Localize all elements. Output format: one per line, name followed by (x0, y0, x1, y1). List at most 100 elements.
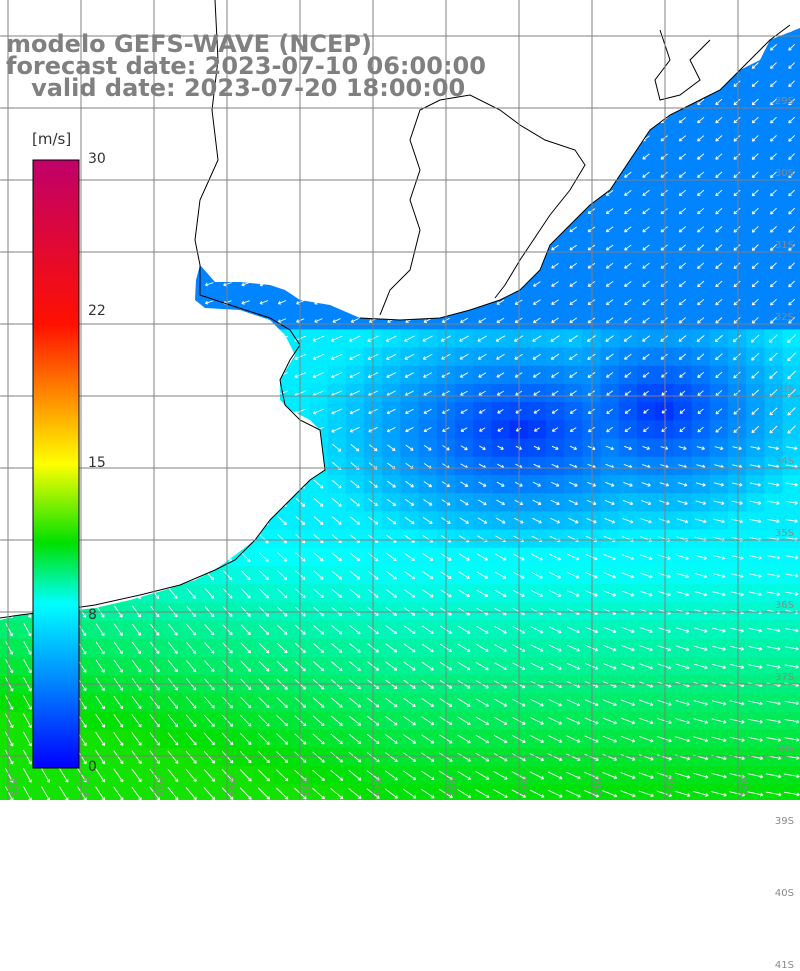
lon-label: 59W (229, 775, 239, 796)
wind-arrow (678, 280, 687, 288)
wind-arrow (548, 644, 562, 652)
wind-arrow (458, 643, 471, 652)
wind-arrow (770, 153, 777, 160)
wind-arrow (788, 298, 796, 306)
wind-arrow (405, 480, 414, 488)
wind-arrow (656, 772, 673, 779)
wind-arrow (621, 645, 635, 652)
wind-arrow (678, 262, 687, 269)
wind-arrow (566, 717, 581, 725)
wind-arrow (678, 171, 687, 178)
wind-arrow (788, 44, 796, 51)
wind-arrow (203, 696, 215, 709)
wind-arrow (678, 335, 687, 342)
wind-arrow (331, 552, 342, 562)
wind-arrow (679, 390, 686, 396)
wind-arrow (529, 735, 544, 743)
wind-arrow (767, 573, 781, 578)
wind-arrow (330, 353, 343, 360)
wind-arrow (420, 788, 435, 799)
wind-arrow (678, 189, 687, 197)
wind-arrow (569, 317, 578, 324)
wind-arrow (529, 771, 545, 780)
wind-arrow (733, 408, 741, 415)
wind-arrow (620, 699, 636, 707)
wind-arrow (529, 753, 545, 762)
wind-arrow (569, 408, 577, 414)
wind-arrow (476, 571, 489, 579)
wind-arrow (638, 754, 654, 761)
wind-arrow (603, 626, 617, 634)
wind-arrow (167, 732, 179, 746)
wind-arrow (604, 499, 615, 506)
wind-arrow (421, 643, 434, 653)
wind-arrow (423, 444, 432, 451)
wind-arrow (4, 713, 14, 729)
wind-arrow (277, 570, 288, 581)
wind-arrow (733, 317, 741, 324)
wind-arrow (475, 734, 490, 744)
wind-arrow (642, 446, 651, 451)
wind-arrow (59, 768, 69, 783)
wind-arrow (624, 408, 631, 414)
lat-label: 38S (774, 744, 794, 755)
wind-arrow (494, 662, 508, 671)
wind-arrow (479, 427, 486, 432)
wind-arrow (715, 317, 723, 324)
wind-arrow (733, 116, 741, 124)
wind-arrow (604, 518, 616, 524)
wind-arrow (766, 700, 781, 706)
wind-arrow (639, 572, 653, 579)
wind-arrow (204, 587, 215, 599)
wind-arrow (715, 426, 723, 433)
lagoon (654, 29, 711, 101)
wind-arrow (113, 695, 124, 710)
wind-arrow (568, 353, 578, 360)
wind-arrow (657, 627, 672, 633)
wind-arrow (712, 645, 726, 651)
wind-arrow (624, 226, 632, 233)
wind-arrow (531, 553, 543, 561)
lat-label: 32S (774, 312, 794, 323)
wind-arrow (657, 645, 672, 652)
wind-arrow (497, 445, 504, 450)
wind-arrow (788, 153, 796, 160)
wind-arrow (568, 335, 578, 342)
wind-arrow (751, 207, 759, 215)
wind-arrow (729, 773, 745, 779)
wind-arrow (641, 482, 651, 487)
wind-arrow (95, 659, 105, 673)
wind-arrow (788, 226, 796, 233)
wind-arrow (241, 300, 250, 305)
wind-arrow (423, 499, 433, 506)
wind-arrow (95, 713, 105, 728)
wind-arrow (693, 700, 709, 706)
wind-arrow (460, 390, 468, 396)
wind-arrow (239, 732, 252, 745)
wind-arrow (550, 353, 560, 360)
wind-arrow (331, 624, 343, 635)
wind-arrow (768, 446, 779, 451)
wind-arrow (733, 135, 741, 142)
wind-arrow (167, 660, 178, 673)
wind-arrow (730, 591, 744, 597)
wind-arrow (711, 772, 727, 779)
wind-arrow (638, 717, 654, 725)
wind-arrow (330, 787, 344, 800)
wind-arrow (642, 353, 650, 360)
wind-arrow (624, 244, 632, 251)
wind-speed-cell (546, 784, 565, 800)
wind-speed-cell (473, 784, 492, 800)
wind-arrow (638, 772, 654, 779)
wind-arrow (730, 664, 745, 670)
wind-arrow (186, 624, 197, 636)
wind-arrow (729, 700, 745, 706)
wind-arrow (660, 135, 668, 142)
wind-arrow (567, 590, 580, 597)
wind-arrow (422, 589, 434, 598)
wind-arrow (712, 554, 726, 560)
wind-arrow (642, 171, 650, 178)
wind-arrow (770, 135, 777, 142)
coastline (0, 0, 326, 619)
wind-arrow (149, 750, 161, 764)
